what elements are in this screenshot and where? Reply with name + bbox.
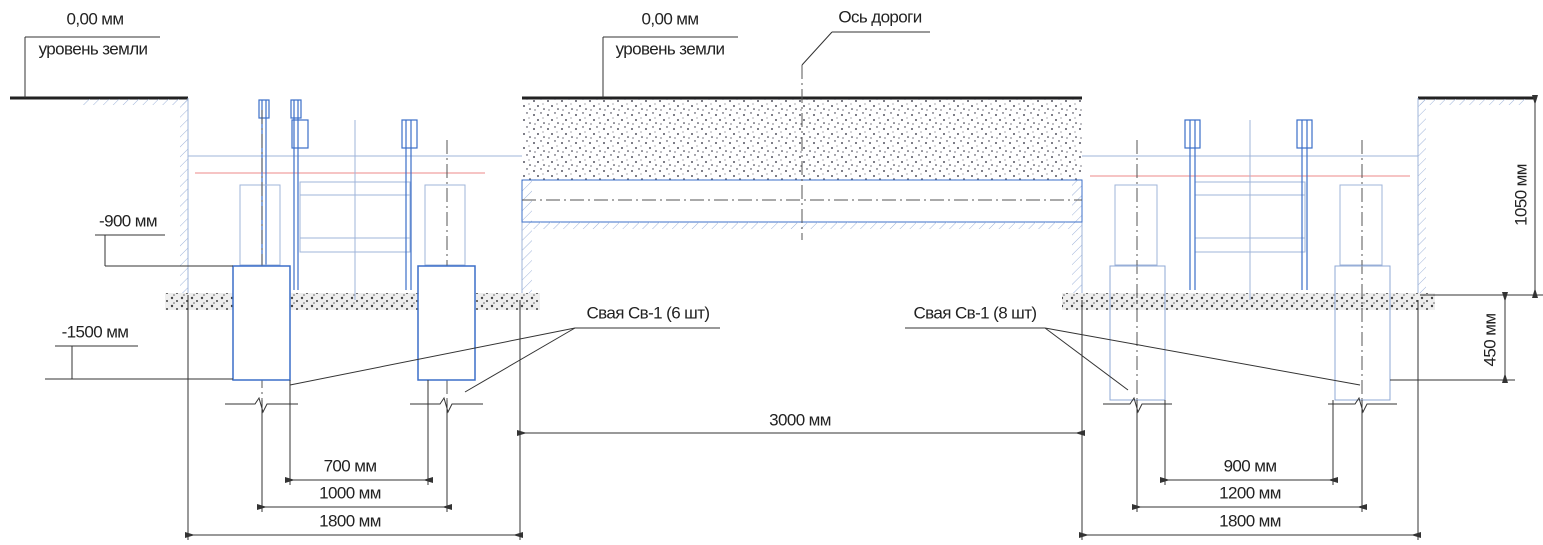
leader bbox=[289, 327, 576, 386]
dimension-label: 700 мм bbox=[324, 456, 377, 475]
level-label: уровень земли bbox=[39, 39, 148, 58]
depth-label: -900 мм bbox=[99, 211, 157, 230]
axis-label: Ось дороги bbox=[838, 7, 921, 26]
depth-label: -1500 мм bbox=[62, 322, 129, 341]
leader bbox=[1044, 327, 1361, 386]
pile bbox=[417, 265, 476, 381]
dimension-label: 1000 мм bbox=[319, 483, 381, 502]
ground bbox=[10, 96, 1535, 295]
dimension-label: 1050 мм bbox=[1511, 164, 1530, 226]
pile-label: Свая Св-1 (8 шт) bbox=[914, 303, 1037, 322]
gravel bbox=[165, 293, 540, 310]
dimension-label: 1200 мм bbox=[1219, 483, 1281, 502]
dimension-label: 3000 мм bbox=[769, 410, 831, 429]
right-frame bbox=[1114, 119, 1383, 420]
level-value: 0,00 мм bbox=[67, 9, 124, 28]
pile bbox=[232, 265, 291, 381]
dimension-label: 1800 мм bbox=[1219, 511, 1281, 530]
slab-hatch bbox=[532, 222, 1072, 229]
pile-breaks bbox=[225, 396, 1397, 414]
dimension-label: 900 мм bbox=[1224, 456, 1277, 475]
extension-lines bbox=[187, 294, 1543, 540]
pile-label: Свая Св-1 (6 шт) bbox=[587, 303, 710, 322]
leader bbox=[1044, 327, 1129, 391]
level-label: уровень земли bbox=[616, 39, 725, 58]
leader bbox=[801, 31, 833, 66]
gravel bbox=[1062, 293, 1435, 310]
dimension-label: 450 мм bbox=[1480, 314, 1499, 367]
dimension-label: 1800 мм bbox=[319, 511, 381, 530]
level-value: 0,00 мм bbox=[642, 9, 699, 28]
